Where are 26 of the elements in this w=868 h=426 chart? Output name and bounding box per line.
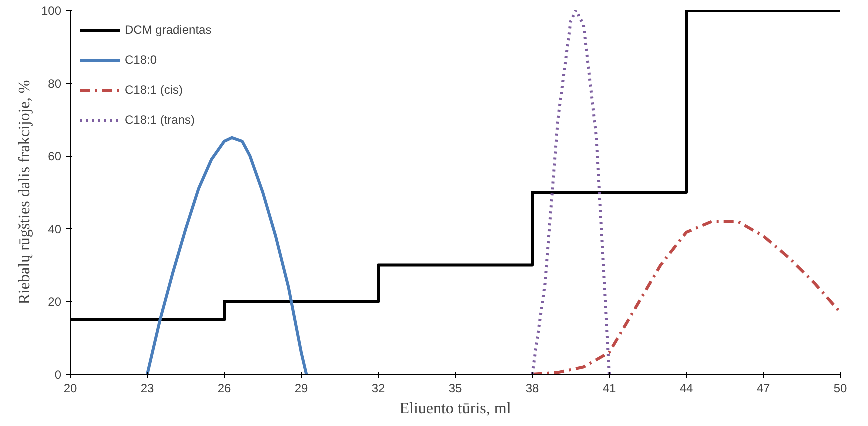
- y-tick-label: 80: [48, 76, 62, 91]
- x-axis-title: Eliuento tūris, ml: [400, 400, 512, 418]
- x-tick-label: 20: [64, 382, 78, 396]
- x-tick-label: 50: [834, 382, 848, 396]
- line-series: [146, 136, 308, 374]
- x-tick-label: 29: [294, 382, 308, 396]
- x-tick-label: 44: [680, 382, 694, 396]
- y-tick-label: 60: [48, 150, 62, 164]
- x-tick-label: 26: [218, 382, 232, 396]
- y-tick-label: 0: [54, 368, 62, 382]
- x-tick-label: 23: [140, 382, 154, 396]
- x-tick-label: 32: [372, 382, 386, 396]
- y-tick-label: 100: [41, 4, 62, 18]
- legend-label: C18:1 (trans): [125, 113, 196, 127]
- y-tick-label: 20: [48, 295, 62, 310]
- legend-label: DCM gradientas: [125, 23, 212, 37]
- legend-label: C18:1 (cis): [125, 83, 184, 97]
- line-series: [531, 220, 840, 374]
- x-tick-label: 35: [448, 382, 462, 396]
- x-tick-label: 47: [756, 382, 770, 396]
- y-axis-title: Riebalų rūgšties dalis frakcijoje, %: [16, 80, 34, 305]
- line-series: [531, 10, 611, 374]
- x-tick-label: 38: [526, 382, 540, 396]
- y-tick-label: 40: [48, 222, 62, 236]
- x-tick-label: 41: [602, 382, 616, 396]
- legend-label: C18:0: [125, 53, 158, 67]
